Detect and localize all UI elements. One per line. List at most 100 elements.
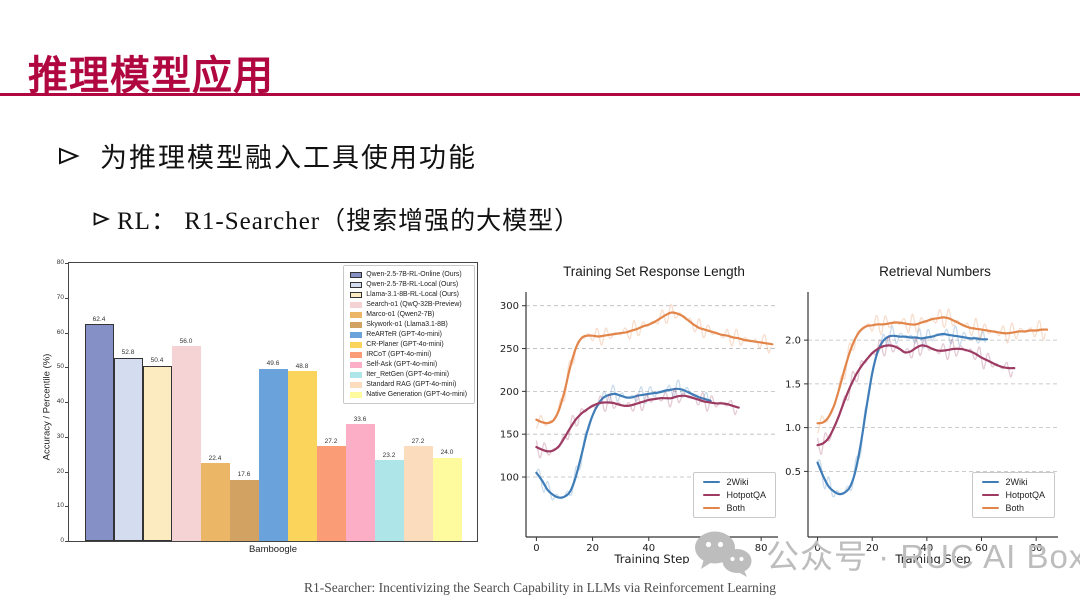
bar: [345, 424, 375, 541]
bar-value-label: 62.4: [92, 315, 106, 323]
legend-label: ReARTeR (GPT-4o-mini): [366, 330, 442, 338]
bar: [432, 457, 462, 541]
x-tick-label: 80: [1030, 543, 1043, 554]
bar-column: 33.6: [345, 263, 375, 541]
legend-item: Llama-3.1-8B-RL-Local (Ours): [350, 291, 467, 299]
series-line-HotpotQA: [535, 394, 740, 453]
legend-swatch: [703, 506, 721, 510]
x-tick-label: 20: [586, 543, 599, 554]
y-tick-label: 80: [56, 259, 64, 266]
legend-item: Qwen-2.5-7B-RL-Online (Ours): [350, 271, 467, 279]
y-tick-label: 60: [56, 328, 64, 336]
chart-title: Training Set Response Length: [563, 264, 745, 279]
bar-value-label: 23.2: [382, 451, 396, 459]
bar: [258, 368, 288, 541]
bar-column: 27.2: [403, 263, 433, 541]
legend-label: Self-Ask (GPT-4o-mini): [366, 360, 438, 368]
legend-swatch: [703, 480, 721, 484]
legend-label: Iter_RetGen (GPT-4o-mini): [366, 370, 449, 378]
x-tick-label: 0: [814, 543, 820, 554]
bar: [403, 446, 433, 541]
legend-swatch: [350, 301, 363, 308]
legend-label: Qwen-2.5-7B-RL-Online (Ours): [366, 271, 462, 278]
bar-value-label: 24.0: [440, 449, 454, 457]
x-tick-label: 60: [975, 543, 988, 554]
legend-item: Iter_RetGen (GPT-4o-mini): [350, 371, 467, 379]
bar-value-label: 27.2: [324, 437, 338, 445]
x-axis-label: Training Step: [894, 552, 970, 564]
legend-item: Both: [982, 503, 1045, 513]
legend-item: ReARTeR (GPT-4o-mini): [350, 331, 467, 339]
bar-column: 49.6: [258, 263, 288, 541]
bar-column: 62.4: [84, 263, 114, 541]
bar-column: 50.4: [142, 263, 172, 541]
legend-swatch: [350, 371, 363, 378]
series-raw-Both: [816, 308, 1046, 434]
legend-swatch: [350, 311, 363, 318]
bar-value-label: 17.6: [237, 471, 251, 479]
legend-swatch: [350, 341, 363, 348]
legend-label: Standard RAG (GPT-4o-mini): [366, 380, 457, 388]
legend-swatch: [350, 281, 363, 288]
bar-column: 23.2: [374, 263, 404, 541]
bullet-level2: RL： R1-Searcher（搜索增强的大模型）: [93, 201, 580, 237]
legend-item: Skywork-o1 (Llama3.1-8B): [350, 321, 467, 329]
legend-item: Search-o1 (QwQ-32B-Preview): [350, 301, 467, 309]
bar: [200, 463, 230, 541]
x-tick-label: 40: [920, 543, 933, 554]
y-tick-label: 0: [60, 537, 64, 544]
legend-swatch: [982, 506, 1000, 510]
legend-label: Both: [1005, 503, 1024, 513]
bar: [374, 460, 404, 541]
legend-item: Both: [703, 503, 766, 513]
legend-label: Native Generation (GPT-4o-mini): [366, 390, 467, 398]
legend-label: Search-o1 (QwQ-32B-Preview): [366, 300, 462, 308]
bar: [171, 346, 201, 541]
y-tick-mark: [65, 506, 69, 508]
y-tick-label: 250: [500, 344, 519, 355]
y-tick-mark: [65, 332, 69, 334]
y-tick-label: 2.0: [785, 336, 801, 347]
y-tick-mark: [65, 297, 69, 299]
y-tick-mark: [65, 471, 69, 473]
legend-label: Marco-o1 (Qwen2-7B): [366, 310, 435, 318]
legend-item: Native Generation (GPT-4o-mini): [350, 391, 467, 399]
y-tick-label: 0.5: [785, 467, 801, 478]
legend-item: Self-Ask (GPT-4o-mini): [350, 361, 467, 369]
bar-column: 22.4: [200, 263, 230, 541]
legend-swatch: [350, 271, 363, 278]
bar-column: 52.8: [113, 263, 143, 541]
y-tick-label: 300: [500, 301, 519, 312]
bar-value-label: 49.6: [266, 360, 280, 368]
bullet-level1: 为推理模型融入工具使用功能: [58, 136, 477, 175]
bar-value-label: 48.8: [295, 362, 309, 370]
bar-x-axis-label: Bamboogle: [248, 544, 298, 555]
x-tick-label: 80: [755, 543, 768, 554]
legend-item: 2Wiki: [982, 477, 1045, 487]
y-tick-label: 70: [56, 293, 64, 301]
line-chart-response-length: Training Set Response Length 100 150 200 25…: [490, 264, 788, 564]
legend-swatch: [703, 493, 721, 497]
legend-item: CR-Planer (GPT-4o-mini): [350, 341, 467, 349]
y-tick-label: 1.5: [785, 379, 801, 390]
line-chart-canvas: 100150200250300020406080Training Step: [500, 292, 778, 564]
legend-label: Llama-3.1-8B-RL-Local (Ours): [366, 290, 459, 298]
legend-swatch: [350, 321, 363, 328]
legend-swatch: [350, 391, 363, 398]
legend-label: 2Wiki: [726, 477, 749, 487]
series-line-Both: [816, 316, 1049, 425]
watermark: 公众号 · RUC AI Box: [692, 530, 1080, 578]
legend-label: Skywork-o1 (Llama3.1-8B): [366, 320, 448, 328]
legend-label: HotpotQA: [1005, 490, 1045, 500]
y-tick-label: 100: [500, 473, 519, 484]
bar-value-label: 27.2: [411, 437, 425, 445]
legend-swatch: [982, 493, 1000, 497]
legend-label: Both: [726, 503, 745, 513]
legend-item: 2Wiki: [703, 477, 766, 487]
series-line-2Wiki: [535, 387, 712, 499]
legend-swatch: [350, 361, 363, 368]
bar: [142, 365, 172, 541]
y-tick-label: 50: [56, 363, 64, 371]
legend-swatch: [350, 331, 363, 338]
